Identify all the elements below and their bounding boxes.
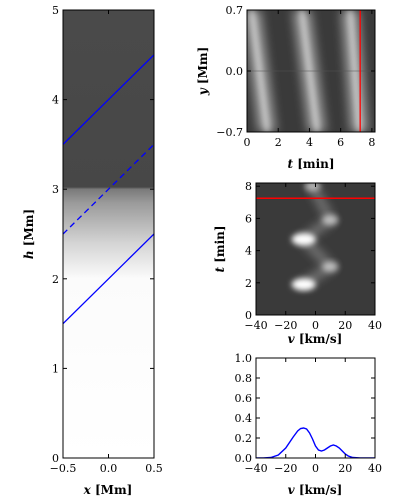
mr-peak [304,183,321,192]
mr-xlabel: v [km/s] [288,332,343,346]
br-xtick-label: 0 [312,462,319,475]
middle-right-panel: −40 −20 0 20 40 0 2 4 6 8 v [km/s] t [min] [213,180,382,346]
left-ytick-label: 4 [52,94,59,107]
bottom-right-panel: −40 −20 0 20 40 0.0 0.2 0.4 0.6 0.8 1.0 v [km/s] [235,352,383,497]
left-heatmap [63,10,154,458]
left-xtick-label: 0.0 [100,462,118,475]
left-ytick-label: 3 [52,183,59,196]
mr-ylabel: t [min] [213,225,227,272]
tr-xtick-label: 0 [244,136,251,149]
left-ylabel: h [Mm] [22,209,36,259]
mr-peak [291,233,316,246]
br-profile-line [256,427,375,458]
mr-ytick-label: 0 [245,309,252,322]
tr-xtick-label: 4 [306,136,313,149]
br-ytick-label: 0.8 [235,372,253,385]
mr-ytick-label: 6 [245,212,252,225]
mr-ytick-label: 2 [245,277,252,290]
br-xtick-label: −40 [244,462,267,475]
left-xtick-label: 0.5 [145,462,163,475]
left-xtick-label: −0.5 [50,462,77,475]
br-xtick-label: 40 [368,462,382,475]
br-ytick-label: 0.2 [235,432,253,445]
mr-ytick-label: 4 [245,245,252,258]
left-line-solid-2 [63,233,154,325]
left-ytick-label: 2 [52,273,59,286]
mr-xtick-label: −40 [244,319,267,332]
br-xlabel: v [km/s] [288,483,343,497]
tr-ylabel: y [Mm] [196,47,210,97]
tr-xtick-label: 6 [337,136,344,149]
left-xlabel: x [Mm] [83,483,133,497]
br-ytick-label: 0.4 [235,412,253,425]
mr-xtick-label: 20 [338,319,352,332]
tr-xlabel: t [min] [287,157,334,171]
left-line-dashed-1 [63,143,154,235]
mr-ridge [308,183,335,225]
left-ytick-label: 5 [52,4,59,17]
left-ytick-label: 1 [52,362,59,375]
tr-ytick-label: −0.7 [216,126,243,139]
left-panel: −0.5 0.0 0.5 0 1 2 3 4 5 x [Mm] h [Mm] [22,4,163,497]
tr-ytick-label: 0.7 [226,4,244,17]
mr-ytick-label: 8 [245,180,252,193]
mr-xtick-label: 40 [368,319,382,332]
left-ytick-label: 0 [52,452,59,465]
br-ytick-label: 1.0 [235,352,253,365]
br-plot-bg [256,358,375,458]
tr-ytick-label: 0.0 [226,65,244,78]
br-ytick-label: 0.6 [235,392,253,405]
tr-xtick-label: 2 [275,136,282,149]
br-xtick-label: −20 [274,462,297,475]
mr-peak [322,215,339,226]
mr-peak [291,278,316,291]
mr-xtick-label: −20 [274,319,297,332]
br-xtick-label: 20 [338,462,352,475]
tr-xtick-label: 8 [368,136,375,149]
top-right-panel: 0 2 4 6 8 −0.7 0.0 0.7 t [min] y [Mm] [196,4,376,171]
mr-xtick-label: 0 [312,319,319,332]
br-ytick-label: 0.0 [235,452,253,465]
left-line-solid-0 [63,54,154,145]
mr-peak [322,261,339,272]
